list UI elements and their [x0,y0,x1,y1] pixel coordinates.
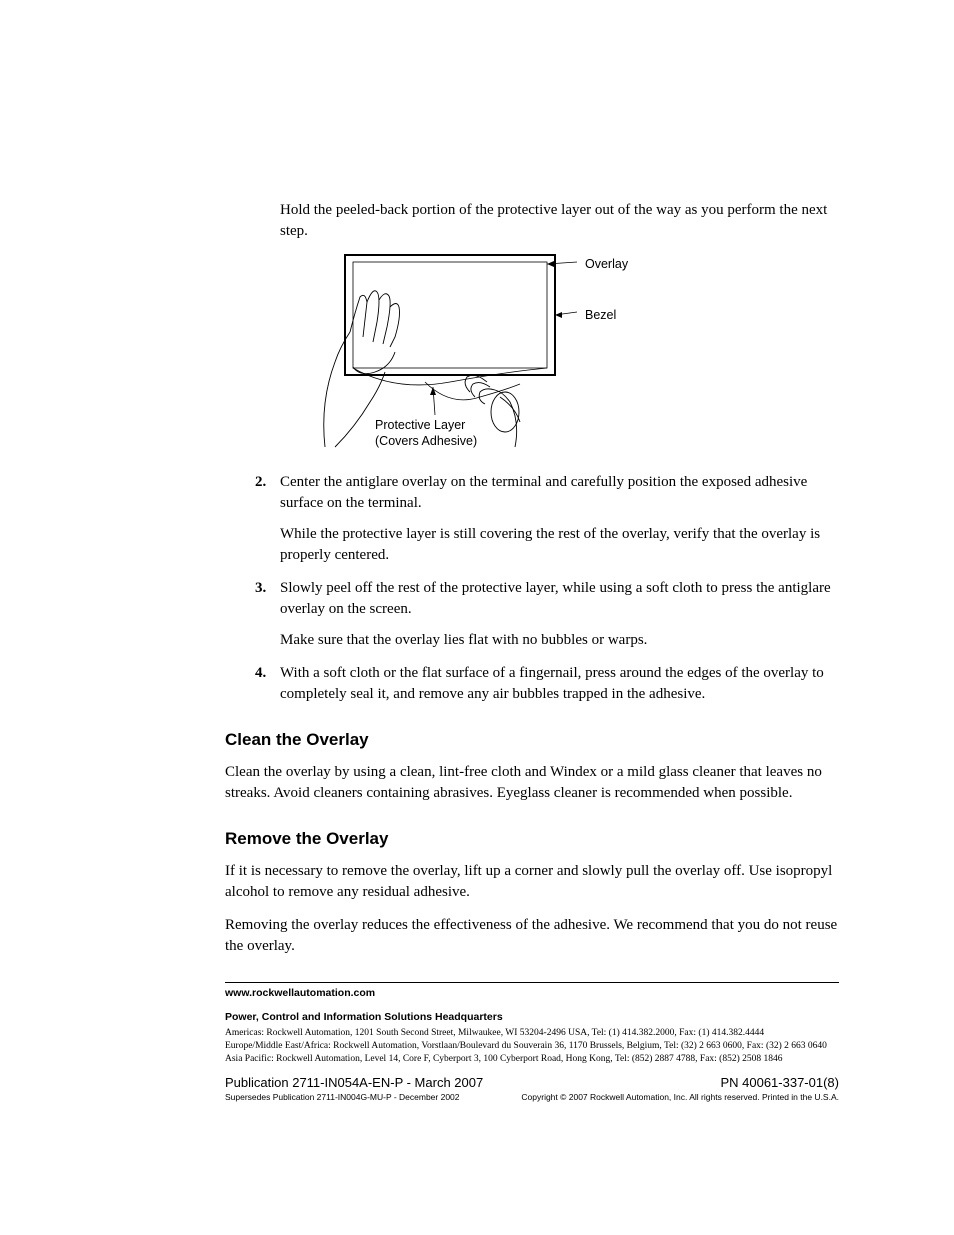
overlay-diagram: Overlay Bezel Protective Layer (Covers A… [305,252,839,452]
diagram-label-overlay: Overlay [585,257,628,271]
protective-line1: Protective Layer [375,418,465,432]
clean-body: Clean the overlay by using a clean, lint… [225,762,839,804]
step-para: Center the antiglare overlay on the term… [280,472,839,514]
step-number: 2. [255,472,266,493]
footer-rule [225,982,839,983]
step-number: 3. [255,578,266,599]
addr-europe: Europe/Middle East/Africa: Rockwell Auto… [225,1041,827,1051]
step-number: 4. [255,663,266,684]
step-4: 4. With a soft cloth or the flat surface… [225,663,839,705]
copyright: Copyright © 2007 Rockwell Automation, In… [521,1092,839,1102]
diagram-label-bezel: Bezel [585,308,616,322]
footer-publication-row: Publication 2711-IN054A-EN-P - March 200… [225,1075,839,1090]
step-para: While the protective layer is still cove… [280,524,839,566]
supersedes: Supersedes Publication 2711-IN004G-MU-P … [225,1092,460,1102]
heading-clean: Clean the Overlay [225,730,839,750]
step-2: 2. Center the antiglare overlay on the t… [225,472,839,566]
step-para: Make sure that the overlay lies flat wit… [280,630,839,651]
protective-line2: (Covers Adhesive) [375,434,477,448]
step-3: 3. Slowly peel off the rest of the prote… [225,578,839,651]
footer-hq: Power, Control and Information Solutions… [225,1011,839,1023]
footer-url: www.rockwellautomation.com [225,987,839,999]
step-para: With a soft cloth or the flat surface of… [280,663,839,705]
diagram-label-protective: Protective Layer (Covers Adhesive) [375,417,477,450]
step-para: Slowly peel off the rest of the protecti… [280,578,839,620]
publication-id: Publication 2711-IN054A-EN-P - March 200… [225,1075,483,1090]
document-page: Hold the peeled-back portion of the prot… [0,0,954,1162]
intro-paragraph: Hold the peeled-back portion of the prot… [280,200,839,242]
remove-body-2: Removing the overlay reduces the effecti… [225,915,839,957]
footer-small-row: Supersedes Publication 2711-IN004G-MU-P … [225,1092,839,1102]
footer-addresses: Americas: Rockwell Automation, 1201 Sout… [225,1027,839,1065]
part-number: PN 40061-337-01(8) [720,1075,839,1090]
addr-asia: Asia Pacific: Rockwell Automation, Level… [225,1054,783,1064]
heading-remove: Remove the Overlay [225,829,839,849]
addr-americas: Americas: Rockwell Automation, 1201 Sout… [225,1028,764,1038]
remove-body-1: If it is necessary to remove the overlay… [225,861,839,903]
step-list: 2. Center the antiglare overlay on the t… [225,472,839,705]
